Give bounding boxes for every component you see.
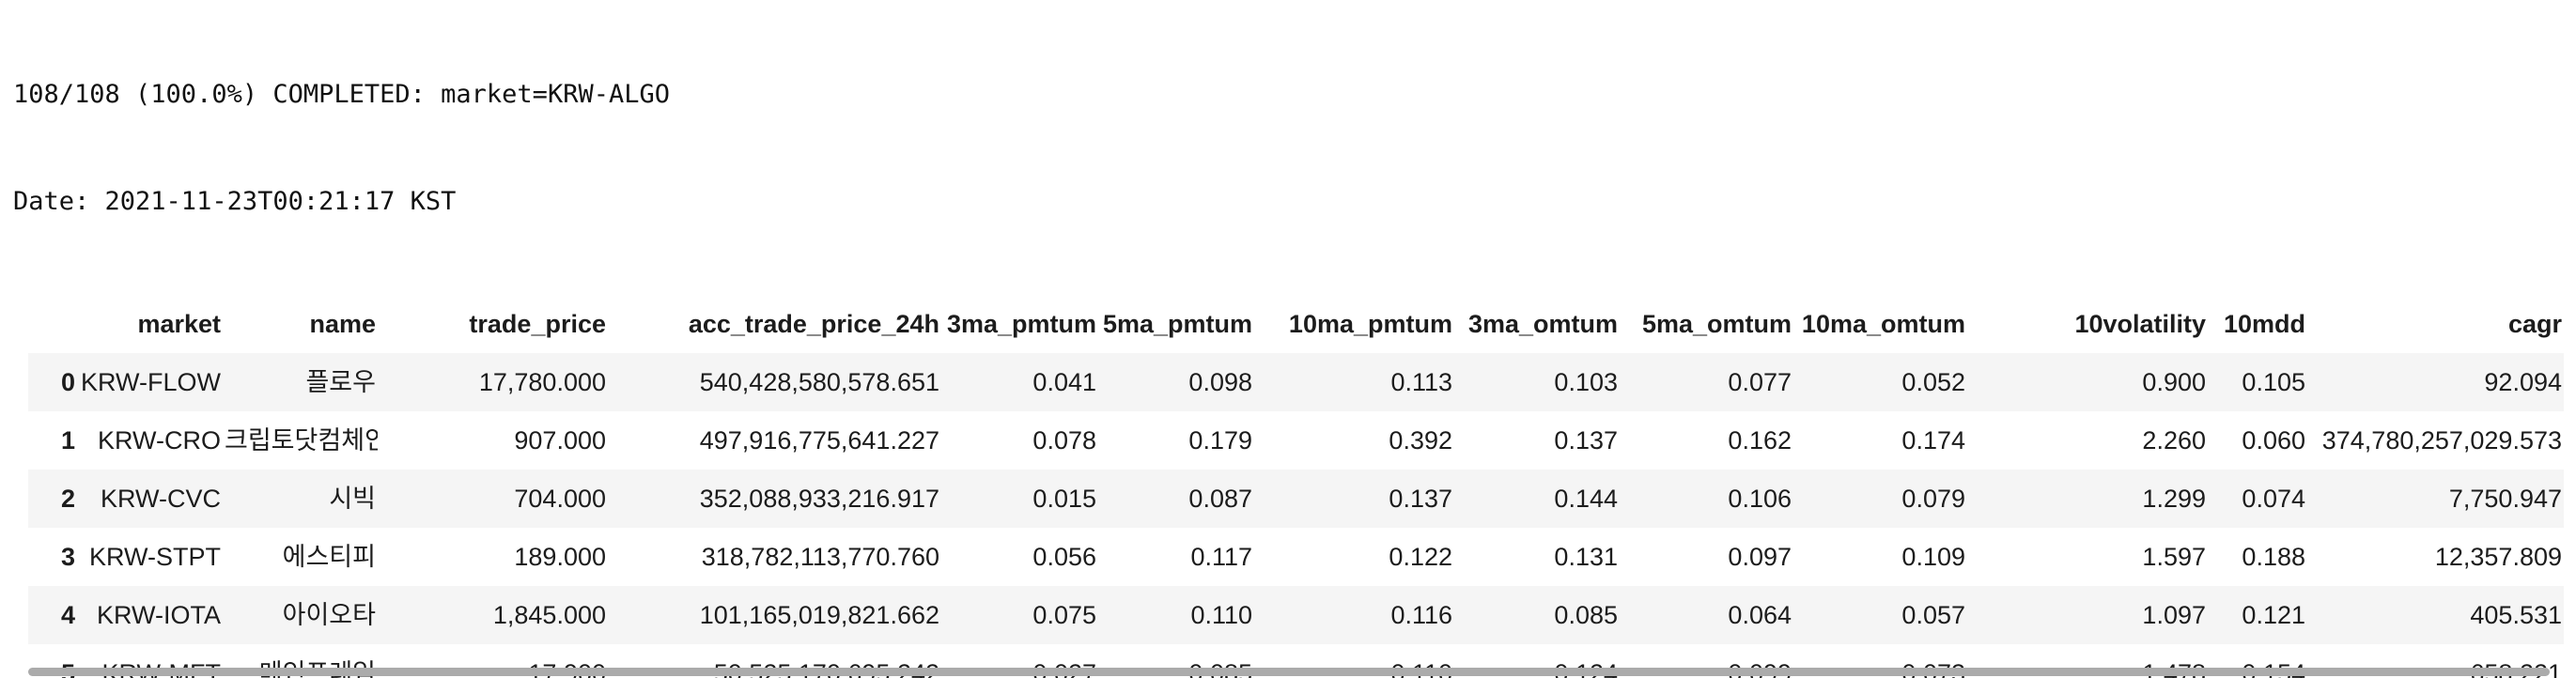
cell-10mdd: 0.121 (2242, 601, 2305, 629)
table-row: 1 KRW-CRO 크립토닷컴체인 907.000 497,916,775,641.22… (28, 411, 2564, 470)
table-header: market name trade_price acc_trade_price_24h… (28, 295, 2564, 353)
cell-3ma_pmtum: 0.078 (1032, 426, 1096, 455)
dataframe-table: market name trade_price acc_trade_price_24h… (28, 295, 2564, 678)
cell-trade_price: 17,780.000 (478, 368, 606, 396)
cell-cagr: 374,780,257,029.573 (2321, 426, 2562, 455)
column-header-cagr: cagr (2507, 310, 2562, 338)
cell-5ma_pmtum: 0.087 (1188, 485, 1252, 513)
cell-10volatility: 1.597 (2142, 543, 2206, 571)
table-row: 0 KRW-FLOW 플로우 17,780.000 540,428,580,578.65… (28, 353, 2564, 411)
cell-5ma_omtum: 0.077 (1728, 368, 1792, 396)
cell-3ma_pmtum: 0.041 (1032, 368, 1096, 396)
cell-3ma_omtum: 0.103 (1554, 368, 1618, 396)
table-row: 3 KRW-STPT 에스티피 189.000 318,782,113,770.760 0… (28, 528, 2564, 586)
cell-5ma_pmtum: 0.110 (1190, 601, 1252, 629)
cell-acc_trade_price_24h: 540,428,580,578.651 (699, 368, 939, 396)
cell-trade_price: 189.000 (514, 543, 606, 571)
row-index: 2 (60, 485, 75, 513)
cell-trade_price: 704.000 (514, 485, 606, 513)
cell-10mdd: 0.074 (2242, 485, 2305, 513)
cell-3ma_omtum: 0.137 (1554, 426, 1618, 455)
table-body: 0 KRW-FLOW 플로우 17,780.000 540,428,580,578.65… (28, 353, 2564, 678)
cell-5ma_omtum: 0.097 (1728, 543, 1792, 571)
cell-10volatility: 0.900 (2142, 368, 2206, 396)
cell-name: 에스티피 (282, 543, 376, 571)
table-row: 2 KRW-CVC 시빅 704.000 352,088,933,216.917 0.01… (28, 470, 2564, 528)
status-line-date: Date: 2021-11-23T00:21:17 KST (13, 187, 457, 216)
cell-name: 플로우 (305, 368, 376, 396)
cell-10ma_omtum: 0.057 (1901, 601, 1965, 629)
cell-10mdd: 0.105 (2242, 368, 2305, 396)
column-header-name: name (309, 310, 376, 338)
cell-5ma_omtum: 0.162 (1728, 426, 1792, 455)
status-header: 108/108 (100.0%) COMPLETED: market=KRW-A… (0, 0, 2576, 291)
column-header-10ma_omtum: 10ma_omtum (1801, 310, 1965, 338)
cell-5ma_pmtum: 0.117 (1190, 543, 1252, 571)
cell-market: KRW-CRO (97, 426, 221, 455)
index-column-header (28, 295, 77, 353)
cell-acc_trade_price_24h: 497,916,775,641.227 (699, 426, 939, 455)
column-header-5ma_omtum: 5ma_omtum (1641, 310, 1792, 338)
column-header-market: market (137, 310, 221, 338)
cell-trade_price: 907.000 (514, 426, 606, 455)
cell-5ma_omtum: 0.064 (1728, 601, 1792, 629)
cell-trade_price: 1,845.000 (492, 601, 606, 629)
column-header-10volatility: 10volatility (2074, 310, 2206, 338)
cell-cagr: 405.531 (2470, 601, 2562, 629)
cell-3ma_omtum: 0.131 (1554, 543, 1618, 571)
cell-10volatility: 1.299 (2142, 485, 2206, 513)
cell-3ma_omtum: 0.085 (1554, 601, 1618, 629)
cell-10ma_pmtum: 0.116 (1390, 601, 1452, 629)
cell-5ma_omtum: 0.106 (1728, 485, 1792, 513)
cell-acc_trade_price_24h: 318,782,113,770.760 (701, 543, 939, 571)
column-header-10mdd: 10mdd (2223, 310, 2305, 338)
row-index: 1 (60, 426, 75, 455)
table-header-row: market name trade_price acc_trade_price_24h… (28, 295, 2564, 353)
cell-10ma_pmtum: 0.137 (1389, 485, 1452, 513)
column-header-trade_price: trade_price (469, 310, 606, 338)
cell-10ma_omtum: 0.174 (1901, 426, 1965, 455)
cell-3ma_pmtum: 0.015 (1032, 485, 1096, 513)
cell-5ma_pmtum: 0.179 (1188, 426, 1252, 455)
cell-10ma_omtum: 0.079 (1901, 485, 1965, 513)
cell-10ma_pmtum: 0.113 (1390, 368, 1452, 396)
horizontal-scrollbar-thumb[interactable] (28, 668, 2550, 676)
cell-name: 아이오타 (282, 601, 376, 629)
cell-10volatility: 1.097 (2142, 601, 2206, 629)
cell-market: KRW-STPT (88, 543, 221, 571)
cell-market: KRW-IOTA (96, 601, 221, 629)
cell-cagr: 92.094 (2484, 368, 2562, 396)
cell-10ma_pmtum: 0.392 (1389, 426, 1452, 455)
cell-cagr: 12,357.809 (2434, 543, 2562, 571)
cell-10mdd: 0.060 (2242, 426, 2305, 455)
row-index: 4 (60, 601, 75, 629)
cell-3ma_omtum: 0.144 (1554, 485, 1618, 513)
row-index: 3 (60, 543, 75, 571)
cell-10volatility: 2.260 (2142, 426, 2206, 455)
column-header-3ma_pmtum: 3ma_pmtum (946, 310, 1096, 338)
cell-name: 크립토닷컴체인 (225, 426, 378, 455)
cell-market: KRW-CVC (100, 485, 221, 513)
cell-market: KRW-FLOW (80, 368, 221, 396)
cell-name: 시빅 (329, 485, 376, 513)
row-index: 0 (60, 368, 75, 396)
column-header-acc_trade_price_24h: acc_trade_price_24h (688, 310, 939, 338)
column-header-5ma_pmtum: 5ma_pmtum (1102, 310, 1252, 338)
cell-10ma_pmtum: 0.122 (1389, 543, 1452, 571)
column-header-3ma_omtum: 3ma_omtum (1467, 310, 1618, 338)
cell-3ma_pmtum: 0.056 (1032, 543, 1096, 571)
cell-10mdd: 0.188 (2242, 543, 2305, 571)
cell-cagr: 7,750.947 (2448, 485, 2562, 513)
table-row: 4 KRW-IOTA 아이오타 1,845.000 101,165,019,821.66… (28, 586, 2564, 644)
cell-10ma_omtum: 0.109 (1901, 543, 1965, 571)
status-line-completed: 108/108 (100.0%) COMPLETED: market=KRW-A… (13, 80, 670, 109)
cell-3ma_pmtum: 0.075 (1032, 601, 1096, 629)
cell-acc_trade_price_24h: 352,088,933,216.917 (699, 485, 939, 513)
cell-5ma_pmtum: 0.098 (1188, 368, 1252, 396)
column-header-10ma_pmtum: 10ma_pmtum (1288, 310, 1452, 338)
cell-acc_trade_price_24h: 101,165,019,821.662 (699, 601, 939, 629)
cell-10ma_omtum: 0.052 (1901, 368, 1965, 396)
